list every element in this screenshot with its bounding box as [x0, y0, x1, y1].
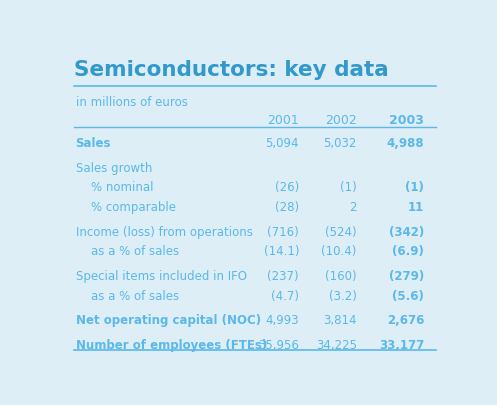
Text: % comparable: % comparable	[91, 200, 176, 213]
Text: Semiconductors: key data: Semiconductors: key data	[74, 60, 389, 79]
Text: 34,225: 34,225	[316, 338, 357, 351]
Text: 2002: 2002	[325, 114, 357, 127]
Text: (716): (716)	[267, 225, 299, 238]
Text: Income (loss) from operations: Income (loss) from operations	[76, 225, 252, 238]
Text: 5,094: 5,094	[265, 136, 299, 149]
Text: (26): (26)	[275, 181, 299, 194]
Text: (1): (1)	[340, 181, 357, 194]
Text: as a % of sales: as a % of sales	[91, 289, 179, 302]
Text: (237): (237)	[267, 269, 299, 282]
Text: (1): (1)	[406, 181, 424, 194]
Text: as a % of sales: as a % of sales	[91, 245, 179, 258]
Text: 2: 2	[349, 200, 357, 213]
Text: 35,956: 35,956	[258, 338, 299, 351]
Text: (279): (279)	[389, 269, 424, 282]
Text: (342): (342)	[389, 225, 424, 238]
Text: 11: 11	[408, 200, 424, 213]
Text: Sales growth: Sales growth	[76, 161, 152, 174]
Text: (28): (28)	[275, 200, 299, 213]
Text: (4.7): (4.7)	[271, 289, 299, 302]
Text: 4,988: 4,988	[387, 136, 424, 149]
Text: Net operating capital (NOC): Net operating capital (NOC)	[76, 313, 261, 327]
Text: 33,177: 33,177	[379, 338, 424, 351]
Text: 3,814: 3,814	[323, 313, 357, 327]
Text: 2001: 2001	[267, 114, 299, 127]
Text: (10.4): (10.4)	[322, 245, 357, 258]
Text: (14.1): (14.1)	[263, 245, 299, 258]
Text: 2,676: 2,676	[387, 313, 424, 327]
Text: (5.6): (5.6)	[392, 289, 424, 302]
Text: in millions of euros: in millions of euros	[76, 96, 187, 109]
Text: 2003: 2003	[389, 114, 424, 127]
Text: Sales: Sales	[76, 136, 111, 149]
Text: (524): (524)	[325, 225, 357, 238]
Text: 5,032: 5,032	[324, 136, 357, 149]
Text: (3.2): (3.2)	[329, 289, 357, 302]
Text: (6.9): (6.9)	[392, 245, 424, 258]
Text: Number of employees (FTEs): Number of employees (FTEs)	[76, 338, 267, 351]
Text: 4,993: 4,993	[265, 313, 299, 327]
Text: (160): (160)	[325, 269, 357, 282]
Text: % nominal: % nominal	[91, 181, 154, 194]
Text: Special items included in IFO: Special items included in IFO	[76, 269, 247, 282]
